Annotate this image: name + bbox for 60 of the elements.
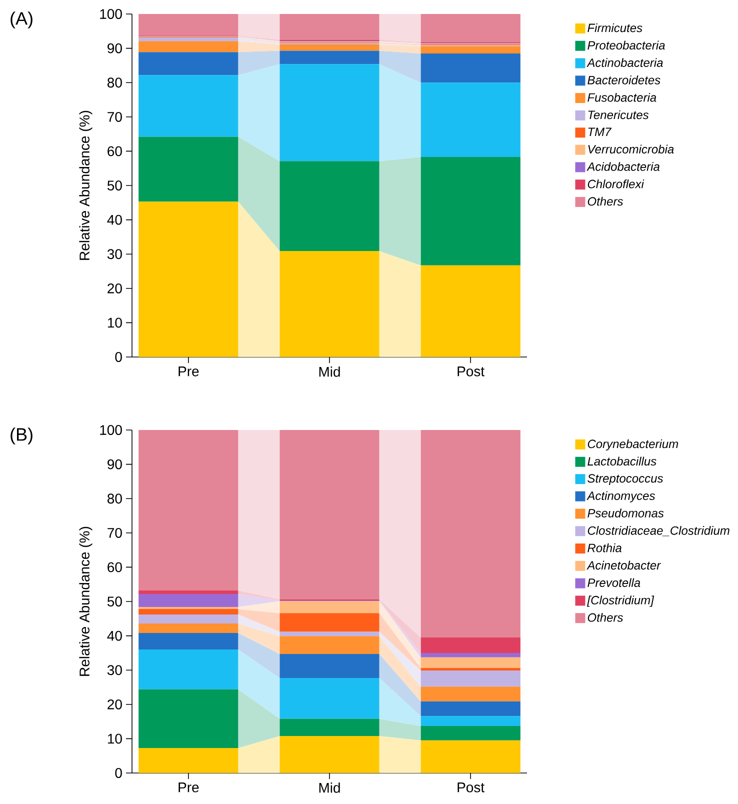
y-tick-label: 80 (108, 494, 122, 504)
y-tick-label: 70 (108, 528, 122, 538)
legend-label: Pseudomonas (588, 508, 664, 518)
bar (420, 638, 520, 653)
legend-label: Lactobacillus (588, 456, 656, 466)
legend-label: Proteobacteria (588, 40, 665, 50)
y-tick-label: 60 (108, 562, 122, 572)
y-tick-label: 30 (107, 249, 122, 260)
bar (420, 686, 520, 702)
legend-label: Chloroflexi (588, 179, 644, 188)
legend-label: Prevotella (588, 578, 640, 587)
bar (280, 632, 380, 636)
x-tick-label: Mid (319, 782, 340, 793)
legend-label: Acidobacteria (586, 162, 660, 171)
y-tick-label: 10 (108, 734, 122, 744)
chart-title: (B) (10, 428, 32, 444)
legend-label: [Clostridium] (586, 596, 654, 607)
bar (138, 606, 238, 610)
legend-label: Acinetobacter (586, 560, 661, 570)
y-axis-title: Relative Abundance (%) (79, 526, 92, 676)
bar (420, 657, 520, 668)
legend-label: Firmicutes (588, 23, 642, 32)
y-tick-label: 100 (100, 425, 122, 435)
y-tick-label: 40 (107, 630, 122, 641)
y-tick-label: 20 (108, 699, 122, 710)
y-tick-label: 70 (108, 112, 122, 122)
legend-label: Others (588, 612, 623, 622)
legend-label: Actinomyces (586, 491, 655, 502)
legend-label: Clostridiaceae_Clostridium (588, 526, 730, 536)
legend-label: Streptococcus (588, 474, 664, 486)
legend-label: Rothia (588, 543, 622, 552)
legend-label: TM7 (588, 128, 612, 136)
legend-label: Tenericutes (588, 110, 649, 120)
y-tick-label: 50 (107, 180, 122, 190)
y-tick-label: 10 (108, 318, 122, 328)
y-tick-label: 0 (115, 352, 122, 362)
x-tick-label: Pre (178, 782, 199, 792)
y-tick-label: 20 (108, 283, 122, 294)
y-tick-label: 100 (100, 9, 122, 19)
y-tick-label: 50 (107, 596, 122, 606)
y-tick-label: 90 (108, 43, 122, 54)
legend-label: Others (588, 196, 623, 206)
x-tick-label: Pre (178, 366, 199, 376)
legend-label: Corynebacterium (588, 439, 678, 451)
x-tick-label: Post (458, 366, 484, 376)
chart-title: (A) (10, 12, 32, 28)
legend-label: Bacteroidetes (588, 76, 660, 84)
y-tick-label: 30 (107, 665, 122, 676)
legend-label: Fusobacteria (588, 92, 656, 102)
x-tick-label: Mid (319, 366, 340, 377)
y-tick-label: 0 (115, 768, 122, 778)
y-tick-label: 90 (108, 459, 122, 470)
y-tick-label: 80 (108, 78, 122, 88)
y-tick-label: 60 (108, 146, 122, 156)
bar (420, 652, 520, 658)
x-tick-label: Post (458, 782, 484, 792)
y-axis-title: Relative Abundance (%) (79, 110, 92, 260)
legend-label: Verrucomicrobia (588, 144, 674, 154)
y-tick-label: 40 (107, 214, 122, 225)
legend-label: Actinobacteria (586, 58, 663, 67)
